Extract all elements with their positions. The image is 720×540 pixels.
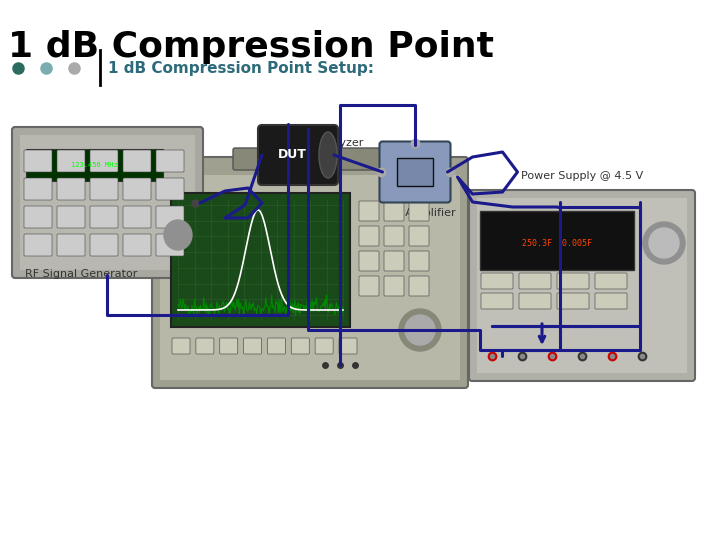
FancyBboxPatch shape: [595, 293, 627, 309]
FancyBboxPatch shape: [90, 206, 118, 228]
FancyBboxPatch shape: [156, 178, 184, 200]
FancyBboxPatch shape: [24, 234, 52, 256]
Ellipse shape: [164, 220, 192, 250]
FancyBboxPatch shape: [20, 135, 195, 270]
Ellipse shape: [399, 309, 441, 351]
FancyBboxPatch shape: [481, 273, 513, 289]
FancyBboxPatch shape: [57, 150, 85, 172]
Ellipse shape: [643, 222, 685, 264]
FancyBboxPatch shape: [292, 338, 310, 354]
FancyBboxPatch shape: [384, 201, 404, 221]
FancyBboxPatch shape: [409, 251, 429, 271]
Text: 1 dB Compression Point: 1 dB Compression Point: [8, 30, 494, 64]
FancyBboxPatch shape: [409, 201, 429, 221]
FancyBboxPatch shape: [123, 150, 151, 172]
Text: Pre Amplifier: Pre Amplifier: [384, 207, 456, 218]
FancyBboxPatch shape: [171, 193, 350, 327]
FancyBboxPatch shape: [90, 150, 118, 172]
FancyBboxPatch shape: [339, 338, 357, 354]
FancyBboxPatch shape: [24, 206, 52, 228]
FancyBboxPatch shape: [384, 251, 404, 271]
FancyBboxPatch shape: [595, 273, 627, 289]
FancyBboxPatch shape: [90, 234, 118, 256]
FancyBboxPatch shape: [12, 127, 203, 278]
FancyBboxPatch shape: [359, 276, 379, 296]
FancyBboxPatch shape: [379, 141, 451, 202]
Text: RF Signal Generator: RF Signal Generator: [25, 269, 138, 279]
Ellipse shape: [405, 315, 435, 345]
Text: Spectrum Analyzer: Spectrum Analyzer: [257, 138, 363, 148]
FancyBboxPatch shape: [24, 150, 52, 172]
FancyBboxPatch shape: [359, 251, 379, 271]
FancyBboxPatch shape: [152, 157, 468, 388]
FancyBboxPatch shape: [315, 338, 333, 354]
Text: 250.3F  0.005F: 250.3F 0.005F: [522, 239, 592, 247]
Text: Power Supply @ 4.5 V: Power Supply @ 4.5 V: [521, 171, 643, 181]
FancyBboxPatch shape: [519, 293, 551, 309]
FancyBboxPatch shape: [258, 125, 338, 185]
FancyBboxPatch shape: [160, 175, 460, 380]
FancyBboxPatch shape: [267, 338, 285, 354]
Text: 1 dB Compression Point Setup:: 1 dB Compression Point Setup:: [108, 60, 374, 76]
FancyBboxPatch shape: [156, 206, 184, 228]
FancyBboxPatch shape: [243, 338, 261, 354]
FancyBboxPatch shape: [196, 338, 214, 354]
FancyBboxPatch shape: [519, 273, 551, 289]
FancyBboxPatch shape: [477, 198, 687, 373]
FancyBboxPatch shape: [557, 273, 589, 289]
FancyBboxPatch shape: [123, 178, 151, 200]
FancyBboxPatch shape: [359, 226, 379, 246]
FancyBboxPatch shape: [24, 178, 52, 200]
FancyBboxPatch shape: [233, 148, 387, 170]
FancyBboxPatch shape: [384, 276, 404, 296]
Text: 123.456 MHz: 123.456 MHz: [71, 162, 118, 168]
FancyBboxPatch shape: [156, 150, 184, 172]
FancyBboxPatch shape: [469, 190, 695, 381]
FancyBboxPatch shape: [480, 211, 634, 270]
FancyBboxPatch shape: [26, 149, 163, 181]
Text: DUT: DUT: [278, 148, 307, 161]
FancyBboxPatch shape: [57, 178, 85, 200]
FancyBboxPatch shape: [123, 234, 151, 256]
FancyBboxPatch shape: [384, 226, 404, 246]
FancyBboxPatch shape: [481, 293, 513, 309]
FancyBboxPatch shape: [123, 206, 151, 228]
FancyBboxPatch shape: [57, 234, 85, 256]
FancyBboxPatch shape: [156, 234, 184, 256]
Ellipse shape: [649, 228, 679, 258]
FancyBboxPatch shape: [409, 276, 429, 296]
FancyBboxPatch shape: [359, 201, 379, 221]
FancyBboxPatch shape: [409, 226, 429, 246]
FancyBboxPatch shape: [220, 338, 238, 354]
FancyBboxPatch shape: [57, 206, 85, 228]
FancyBboxPatch shape: [557, 293, 589, 309]
FancyBboxPatch shape: [397, 158, 433, 186]
FancyBboxPatch shape: [172, 338, 190, 354]
Ellipse shape: [319, 132, 337, 178]
FancyBboxPatch shape: [90, 178, 118, 200]
